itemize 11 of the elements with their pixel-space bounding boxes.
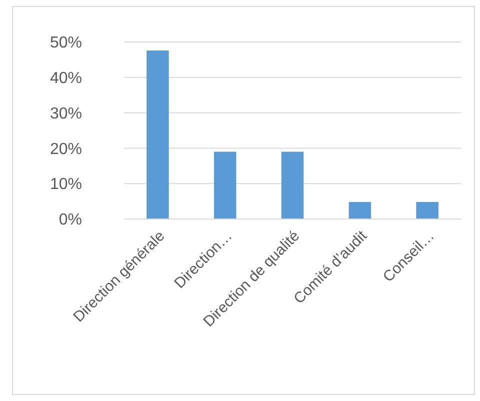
bar — [416, 202, 438, 219]
y-tick-label: 50% — [50, 34, 82, 52]
bar — [348, 202, 372, 219]
bar — [146, 50, 169, 219]
y-tick-label: 10% — [50, 176, 82, 194]
bar — [214, 152, 236, 219]
bar — [281, 152, 304, 219]
y-tick-label: 0% — [58, 212, 82, 229]
y-tick-label: 30% — [50, 105, 82, 122]
y-tick-label: 20% — [50, 140, 82, 158]
y-tick-label: 40% — [50, 70, 82, 87]
